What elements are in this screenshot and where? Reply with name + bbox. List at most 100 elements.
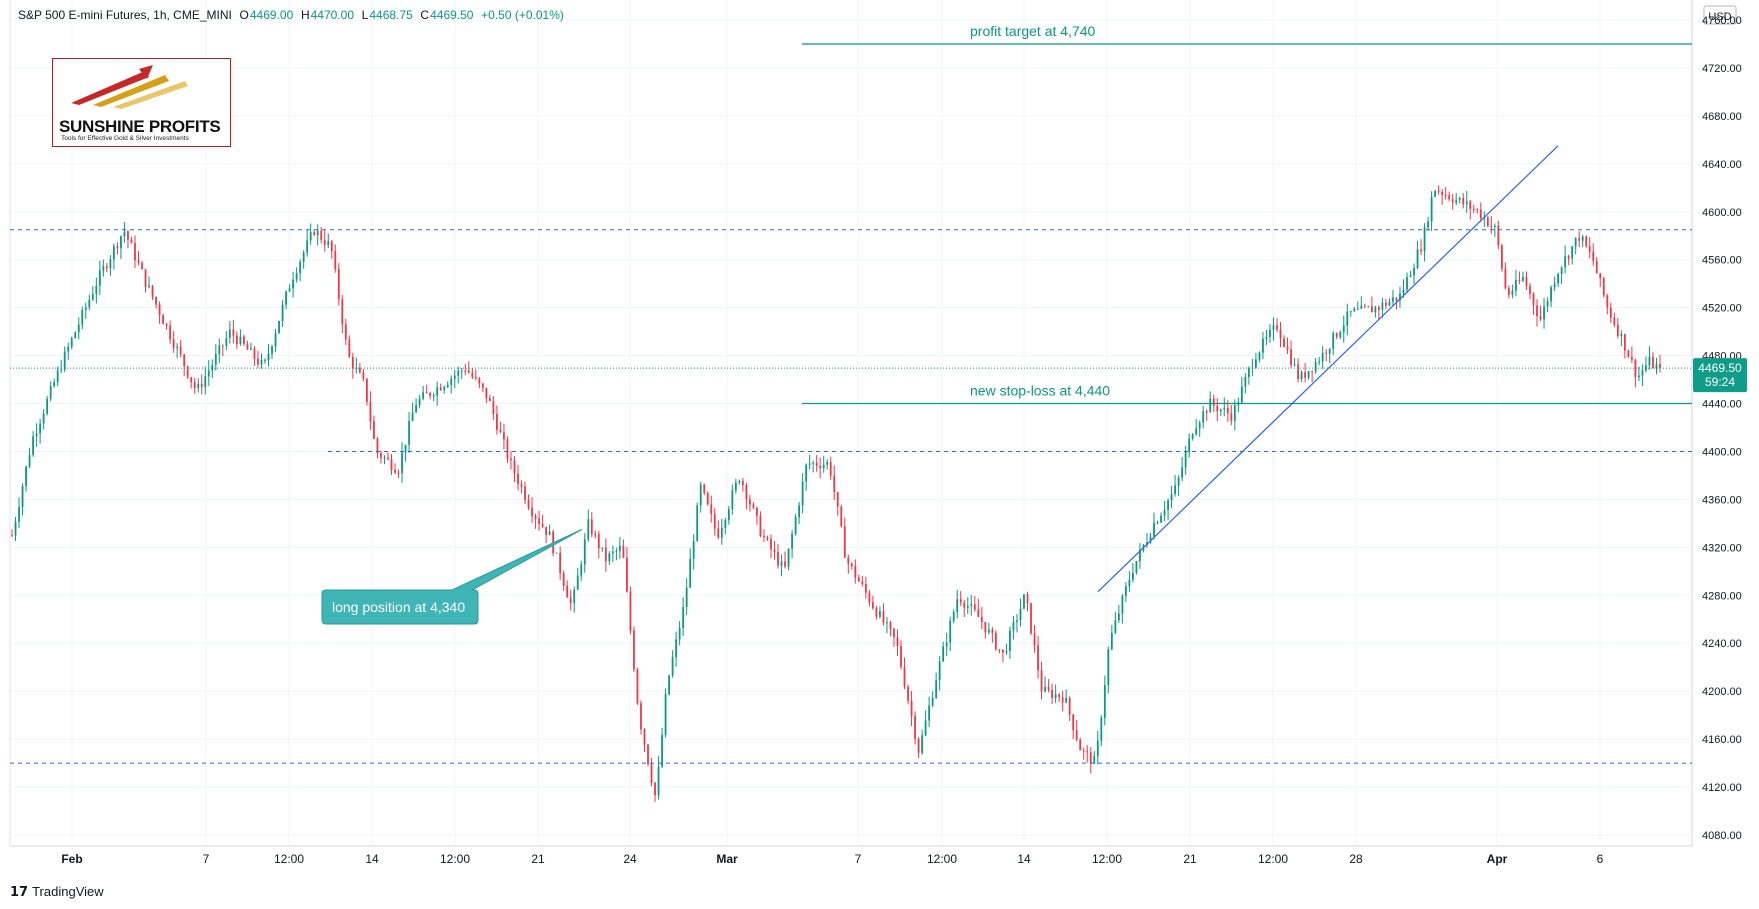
candle-body [1265,336,1268,339]
candle-body [1606,295,1609,308]
candle-body [1437,190,1440,192]
candle-body [991,629,994,633]
candle-body [685,587,688,608]
candle-body [766,537,769,539]
candle-body [759,515,762,537]
candle-body [1550,287,1552,302]
candle-body [945,642,948,647]
candle-body [868,592,871,603]
time-tick-label: 24 [623,852,637,866]
time-axis[interactable]: Feb 7 12:00 14 12:00 21 24 Mar 7 12:00 14 12:00 21 12… [61,0,1604,866]
candle-body [358,367,361,373]
long-position-callout[interactable] [321,528,583,625]
candle-body [1318,361,1321,363]
candle-body [1297,364,1299,380]
candle-body [583,539,586,565]
candle-body [801,481,804,506]
high-value: 4470.00 [310,8,354,22]
candle-body [692,541,695,559]
candle-body [643,729,646,745]
candle-body [1479,209,1482,219]
candle-body [264,360,266,362]
sunshine-profits-logo: SUNSHINE PROFITS Tools for Effective Gol… [52,58,231,147]
candle-body [1406,277,1408,290]
candle-body [404,444,407,453]
candle-body [1061,697,1064,703]
time-tick-label: 12:00 [1092,852,1122,866]
candle-body [952,611,955,621]
footer-brand[interactable]: 𝟭𝟳 TradingView [10,884,104,900]
candle-body [1247,368,1250,377]
candle-body [678,628,681,640]
candle-body [808,463,811,465]
candle-body [956,599,959,612]
candle-body [390,459,393,471]
candle-body [871,602,874,609]
open-value: 4469.00 [249,8,294,22]
candle-body [994,632,997,650]
candle-body [1420,249,1422,252]
candle-body [1335,333,1338,338]
candle-body [791,533,793,549]
price-tick-label: 4680.00 [1702,111,1742,123]
candle-body [84,307,87,310]
candle-body [900,646,902,667]
candle-body [1005,650,1008,653]
candle-body [959,599,962,603]
candles [11,185,1661,802]
candle-body [615,550,618,552]
candle-body [1188,438,1191,452]
time-tick-label: 12:00 [440,852,470,866]
candle-body [134,243,136,261]
candle-body [1367,306,1370,308]
time-tick-label: 7 [203,852,210,866]
candle-body [221,345,224,347]
candle-body [488,398,491,401]
candle-body [780,561,783,566]
candle-body [882,611,885,623]
candle-body [1581,236,1584,241]
candle-body [1588,246,1591,252]
candle-body [1332,333,1335,349]
candle-body [1500,245,1503,269]
candle-body [401,452,403,474]
candle-body [1599,273,1602,279]
candle-body [28,454,31,467]
price-tick-label: 4520.00 [1702,303,1742,315]
candle-body [1269,330,1271,337]
candle-body [1177,477,1180,486]
candle-body [713,513,716,529]
candle-body [562,573,565,586]
candle-body [1518,279,1521,281]
candle-body [787,548,790,567]
candle-body [555,552,558,554]
candle-body [517,473,519,485]
candle-body [418,398,421,406]
candle-body [14,521,17,536]
trendline[interactable] [1097,145,1559,593]
candle-body [474,376,477,379]
candle-body [148,285,150,287]
price-axis[interactable]: 4080.00 4120.00 4160.00 4200.00 4240.00 4280.… [10,15,1742,842]
candle-body [1493,225,1496,227]
symbol-title[interactable]: S&P 500 E-mini Futures, 1h, CME_MINI [18,8,232,22]
candle-body [1427,221,1429,228]
candle-body [496,414,498,431]
candle-body [95,285,98,295]
candle-body [77,324,80,333]
candle-body [1283,338,1285,347]
candle-body [629,591,632,631]
candle-body [524,486,526,501]
candle-body [193,382,196,388]
candle-body [854,566,857,578]
candle-body [1448,195,1451,200]
candle-body [1240,386,1243,403]
candle-body [633,630,635,670]
candle-body [1374,307,1377,313]
candle-body [1300,372,1303,380]
candle-body [32,436,34,455]
candle-body [278,320,280,334]
candle-body [260,360,263,365]
candle-body [190,377,193,383]
